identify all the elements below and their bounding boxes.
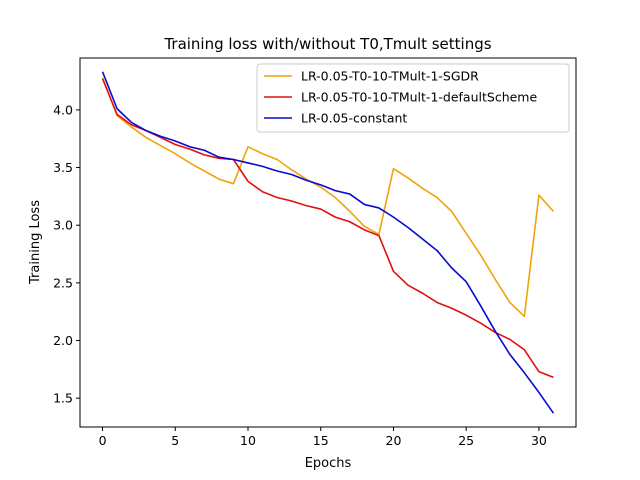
x-tick-label: 30 — [531, 433, 547, 448]
x-tick-label: 10 — [240, 433, 256, 448]
chart-title: Training loss with/without T0,Tmult sett… — [163, 35, 491, 53]
x-tick-label: 15 — [313, 433, 329, 448]
legend: LR-0.05-T0-10-TMult-1-SGDR LR-0.05-T0-10-… — [256, 63, 570, 133]
legend-label-2: LR-0.05-T0-10-TMult-1-defaultScheme — [301, 90, 537, 105]
legend-label-3: LR-0.05-constant — [301, 111, 407, 126]
y-axis-ticks: 1.5 2.0 2.5 3.0 3.5 4.0 — [53, 102, 80, 406]
x-tick-label: 20 — [386, 433, 402, 448]
x-axis-label: Epochs — [305, 456, 352, 471]
y-tick-label: 4.0 — [53, 102, 73, 117]
series-line-2 — [101, 78, 554, 379]
y-tick-label: 3.0 — [53, 218, 73, 233]
y-tick-label: 3.5 — [53, 160, 73, 175]
legend-label-1: LR-0.05-T0-10-TMult-1-SGDR — [301, 69, 479, 84]
y-axis-label: Training Loss — [28, 200, 43, 285]
plot-lines — [101, 71, 555, 414]
y-tick-label: 2.0 — [53, 333, 73, 348]
legend-box — [256, 63, 570, 133]
x-tick-label: 0 — [99, 433, 107, 448]
x-tick-label: 5 — [171, 433, 179, 448]
plot-frame — [79, 57, 577, 428]
x-tick-label: 25 — [458, 433, 474, 448]
y-tick-label: 1.5 — [53, 391, 73, 406]
x-axis-ticks: 0 5 10 15 20 25 30 — [99, 427, 547, 448]
series-line-3 — [101, 71, 555, 414]
y-tick-label: 2.5 — [53, 275, 73, 290]
series-line-1 — [101, 77, 555, 318]
